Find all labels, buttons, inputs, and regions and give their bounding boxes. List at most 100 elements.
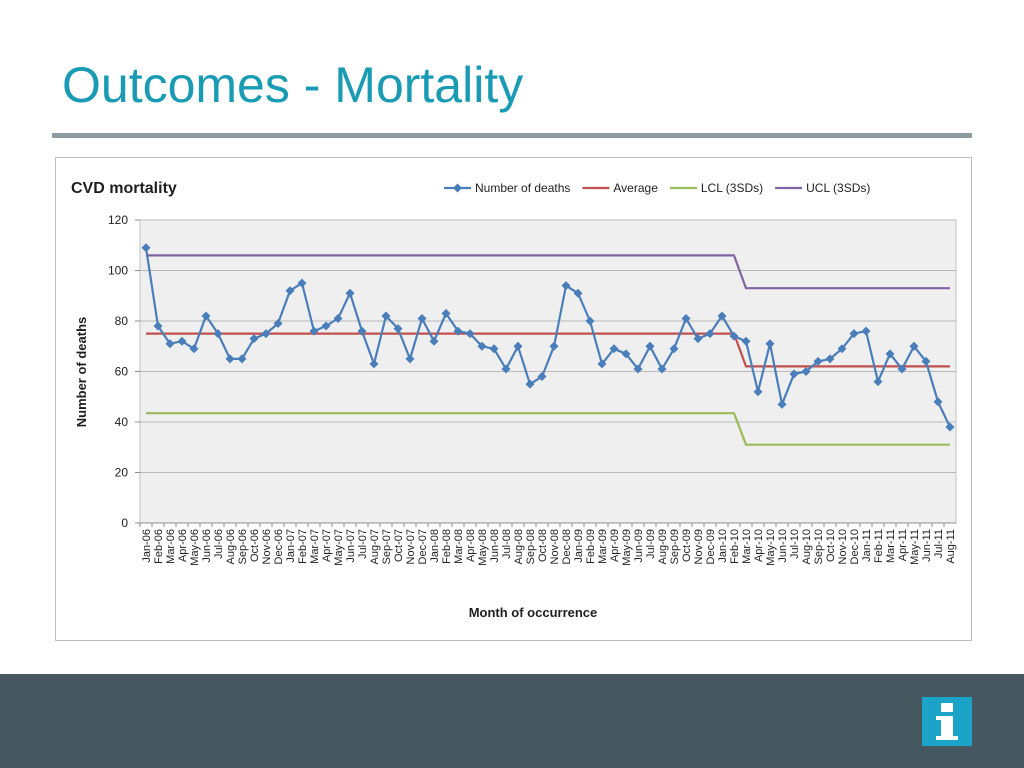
legend-label: Average — [613, 181, 658, 195]
data-point-39 — [609, 344, 619, 354]
data-point-17 — [345, 288, 355, 298]
y-tick-label: 80 — [115, 314, 129, 328]
data-point-55 — [801, 367, 811, 376]
x-tick-label: Jun-08 — [489, 529, 501, 563]
gridlines — [140, 219, 956, 473]
series-line-2 — [146, 412, 950, 446]
data-point-61 — [873, 377, 883, 387]
x-tick-label: Mar-08 — [453, 529, 465, 564]
data-point-57 — [825, 354, 835, 364]
info-dot — [941, 703, 953, 712]
x-tick-label: Sep-06 — [237, 529, 249, 564]
x-tick-label: Jan-09 — [573, 529, 585, 563]
slide-title: Outcomes - Mortality — [62, 57, 524, 113]
data-point-21 — [393, 324, 403, 334]
data-point-16 — [333, 313, 343, 323]
x-tick-label: Feb-07 — [297, 529, 309, 564]
x-tick-label: Feb-11 — [873, 529, 885, 563]
x-tick-label: Aug-07 — [369, 529, 381, 564]
data-point-46 — [693, 334, 703, 344]
x-tick-label: Apr-10 — [753, 529, 765, 562]
x-tick-label: Jun-11 — [921, 529, 933, 562]
data-point-59 — [849, 329, 859, 339]
y-tick-label: 0 — [121, 516, 128, 530]
data-point-14 — [309, 326, 319, 336]
data-point-34 — [549, 341, 559, 351]
x-tick-label: Nov-10 — [837, 529, 849, 564]
title-divider — [52, 133, 972, 138]
data-point-45 — [681, 313, 691, 323]
y-tick-label: 100 — [108, 264, 128, 278]
x-tick-label: Sep-07 — [381, 529, 393, 564]
legend-item-2: LCL (3SDs) — [669, 181, 763, 195]
data-point-44 — [669, 344, 679, 354]
data-point-19 — [369, 359, 379, 369]
legend-label: UCL (3SDs) — [806, 181, 870, 195]
x-tick-label: Jan-07 — [285, 529, 297, 563]
x-tick-label: Oct-10 — [825, 529, 837, 562]
x-tick-label: Mar-07 — [309, 529, 321, 564]
x-tick-label: Dec-09 — [705, 529, 717, 564]
data-point-12 — [285, 286, 295, 296]
legend: Number of deaths Average LCL (3SDs) UCL (3S… — [444, 181, 870, 195]
x-tick-label: Dec-08 — [561, 529, 573, 564]
y-axis-label: Number of deaths — [74, 317, 89, 428]
x-tick-label: Apr-06 — [177, 529, 189, 562]
legend-label: LCL (3SDs) — [701, 181, 763, 195]
data-point-18 — [357, 326, 367, 336]
x-tick-label: Jan-08 — [429, 529, 441, 563]
data-point-13 — [297, 278, 307, 288]
chart-title: CVD mortality — [71, 180, 177, 197]
x-tick-label: Sep-08 — [525, 529, 537, 564]
data-point-43 — [657, 364, 667, 374]
data-point-0 — [141, 243, 151, 253]
x-tick-label: Dec-06 — [273, 529, 285, 564]
x-tick-label: Mar-06 — [165, 529, 177, 564]
x-tick-label: Jan-06 — [141, 529, 153, 563]
footer-bar — [0, 674, 1024, 768]
series-line-1 — [146, 332, 950, 368]
data-point-36 — [573, 288, 583, 298]
x-tick-label: Aug-08 — [513, 529, 525, 564]
x-tick-label: Jun-07 — [345, 529, 357, 563]
x-tick-label: Mar-09 — [597, 529, 609, 564]
data-point-51 — [753, 387, 763, 397]
data-point-2 — [165, 339, 175, 349]
x-tick-label: May-06 — [189, 529, 201, 566]
x-tick-label: Oct-06 — [249, 529, 261, 562]
data-point-26 — [453, 326, 463, 336]
x-tick-label: Jan-10 — [717, 529, 729, 563]
info-i-icon — [922, 697, 972, 746]
legend-label: Number of deaths — [475, 181, 570, 195]
data-point-65 — [921, 356, 931, 366]
x-tick-label: Oct-07 — [393, 529, 405, 562]
data-point-8 — [237, 354, 247, 364]
data-point-48 — [717, 311, 727, 321]
x-tick-label: Feb-06 — [153, 529, 165, 564]
x-tick-label: Nov-07 — [405, 529, 417, 564]
data-point-30 — [501, 364, 511, 374]
data-point-53 — [777, 399, 787, 409]
x-tick-label: Jun-06 — [201, 529, 213, 563]
x-tick-label: May-09 — [621, 529, 633, 566]
cvd-mortality-chart: 0 20 40 60 80 100 120 Jan-06 Feb-06 Mar-06 Apr-06… — [71, 180, 957, 620]
data-point-33 — [537, 372, 547, 382]
x-tick-label: Oct-09 — [681, 529, 693, 562]
data-point-20 — [381, 311, 391, 321]
data-point-38 — [597, 359, 607, 369]
data-point-11 — [273, 319, 283, 329]
data-point-56 — [813, 356, 823, 366]
series-line-3 — [146, 254, 950, 290]
data-point-27 — [465, 329, 475, 339]
x-tick-label: Jul-08 — [501, 529, 513, 559]
x-tick-label: Nov-09 — [693, 529, 705, 564]
data-point-5 — [201, 311, 211, 321]
x-tick-label: May-08 — [477, 529, 489, 566]
x-tick-label: Aug-10 — [801, 529, 813, 564]
data-point-28 — [477, 341, 487, 351]
x-axis-ticks: Jan-06 Feb-06 Mar-06 Apr-06 May-06 Jun-06 Jul-… — [139, 522, 957, 566]
data-point-58 — [837, 344, 847, 354]
data-point-50 — [741, 336, 751, 346]
data-point-32 — [525, 379, 535, 389]
marker-layer — [141, 243, 955, 432]
